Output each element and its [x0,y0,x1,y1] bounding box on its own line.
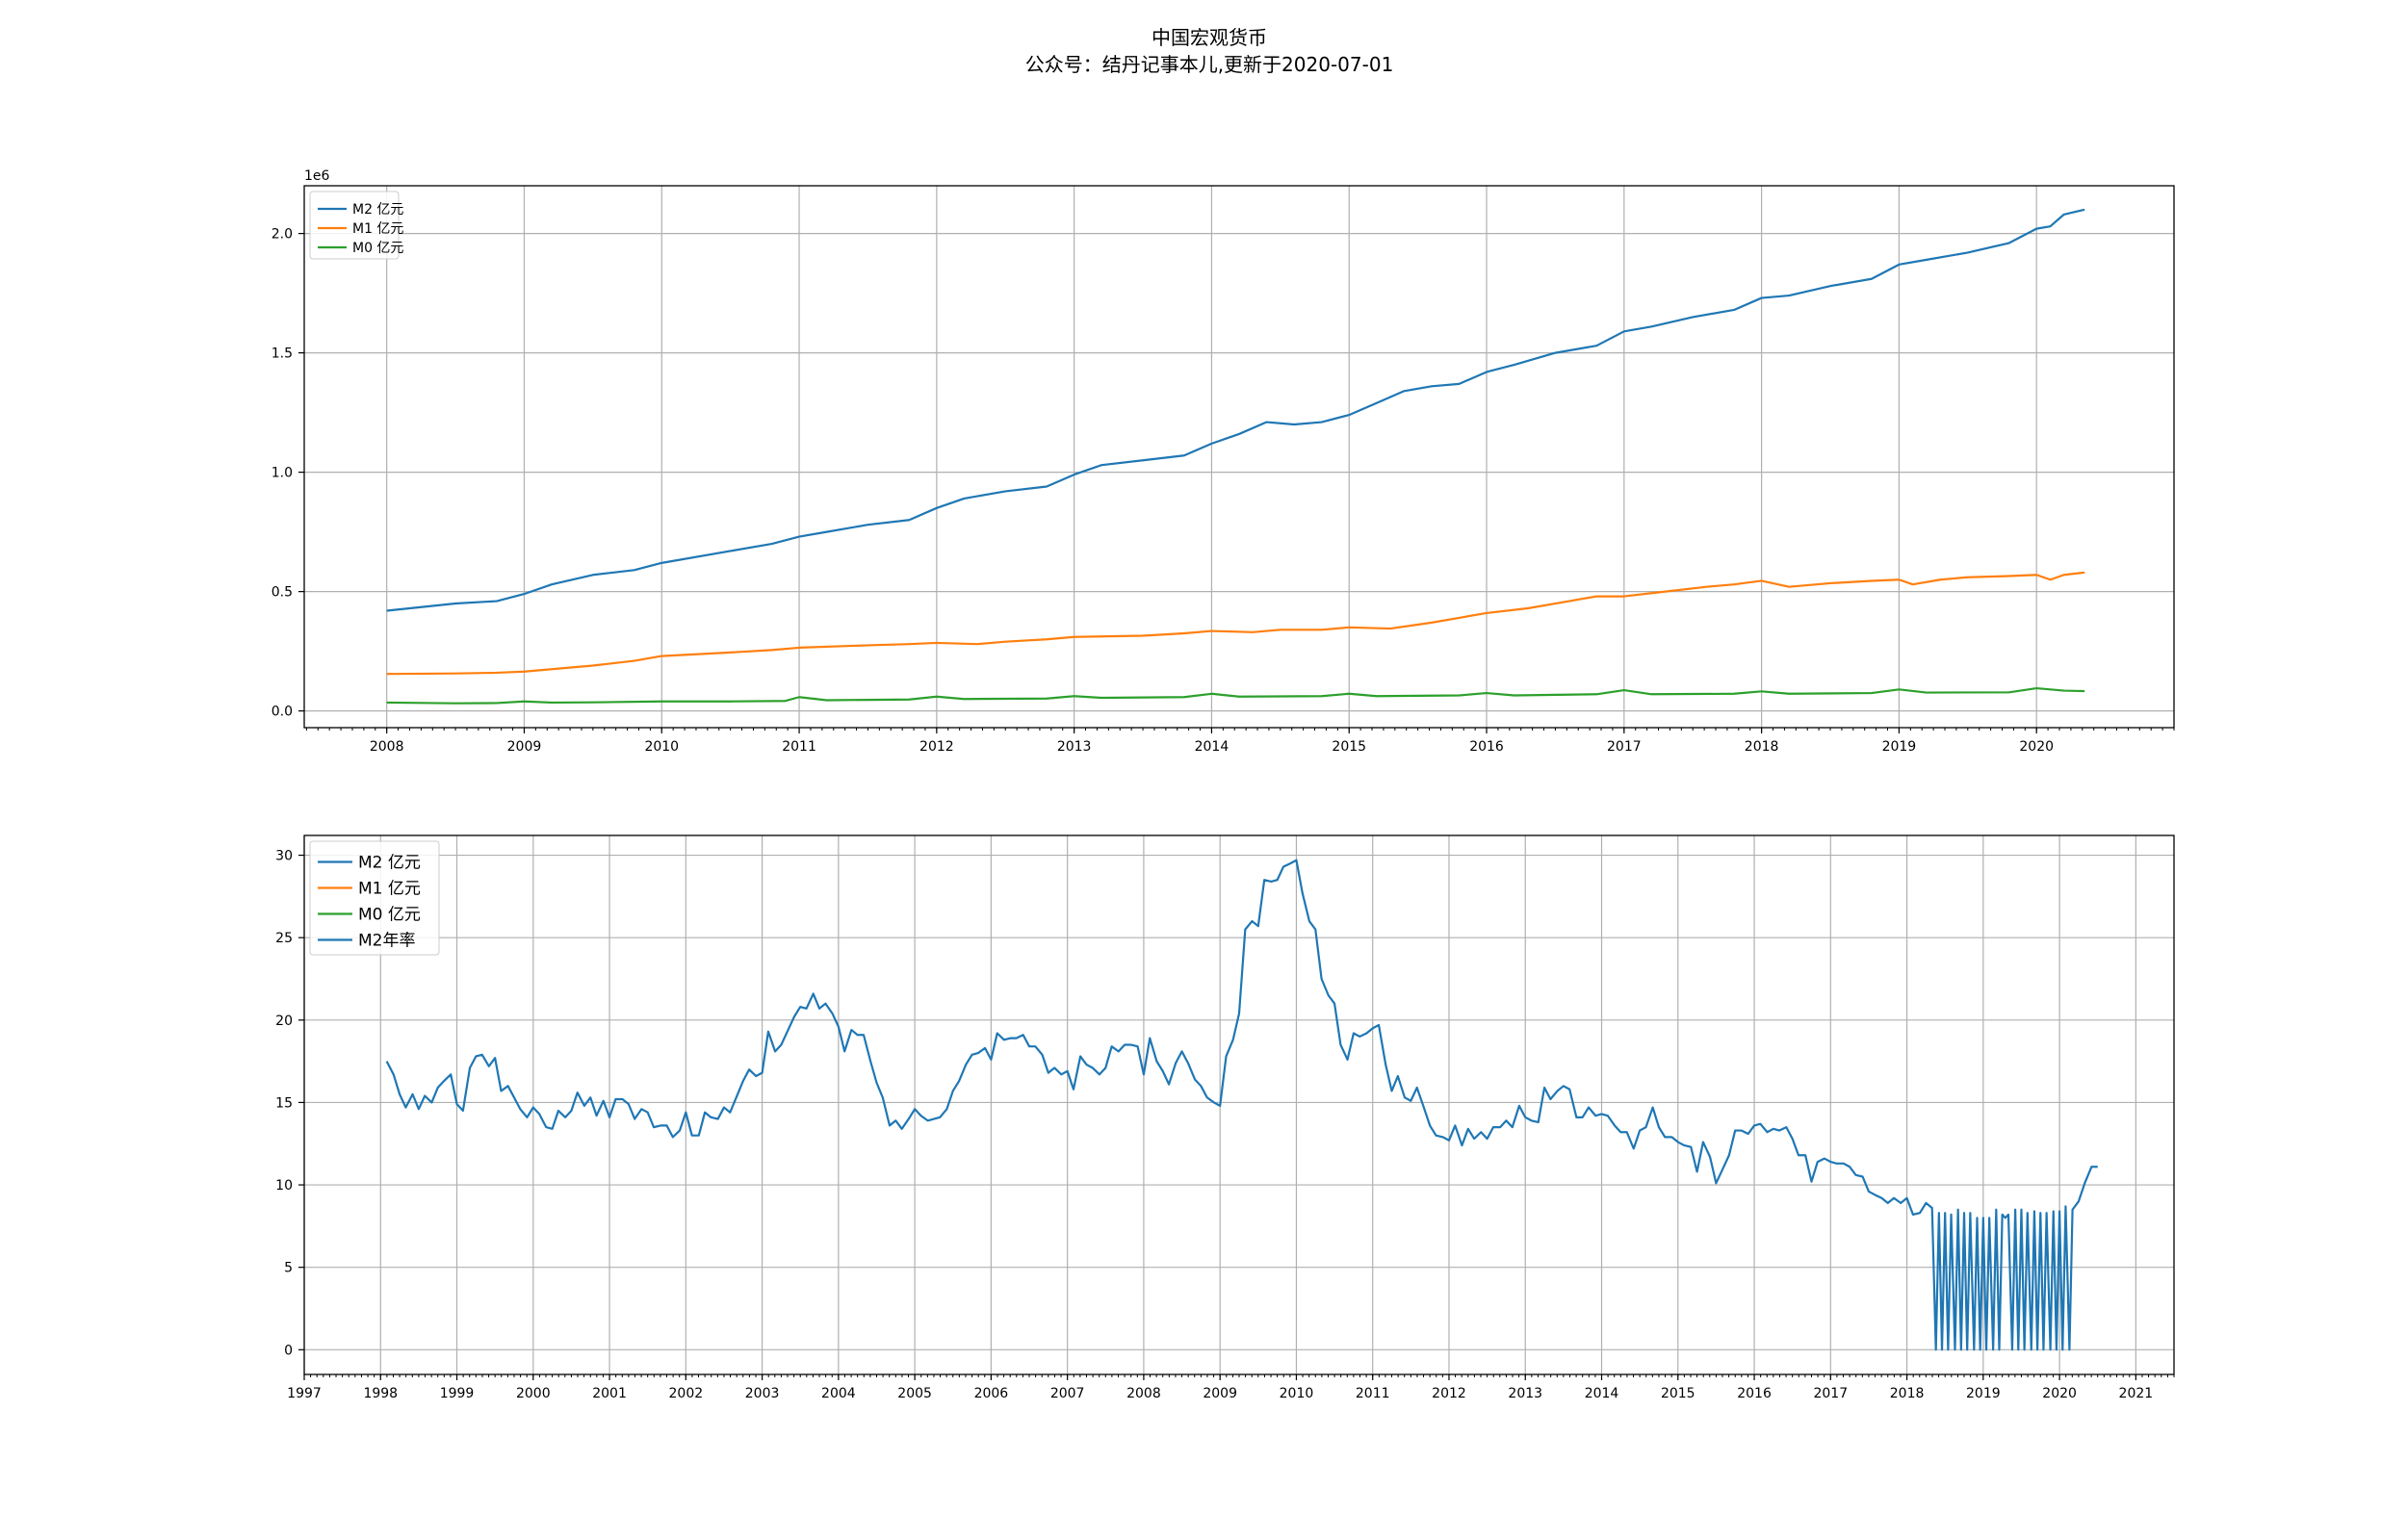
x-tick-label: 2009 [507,739,542,755]
axes-frame [303,185,2175,729]
legend-label: M1 亿元 [358,880,421,899]
chart-m2-growth: 1997 1998 1999 2000 2001 2002 2003 2004 2005 2006… [275,834,2175,1401]
x-tick-label: 2014 [1195,739,1229,755]
legend-label: M2年率 [358,932,415,951]
x-tick-label: 2001 [592,1386,627,1401]
x-tick-label: 2020 [2019,739,2054,755]
x-tick-label: 2015 [1661,1386,1695,1401]
y-tick-label: 0.5 [272,585,293,601]
x-tick-label: 2014 [1585,1386,1619,1401]
legend-label: M2 亿元 [358,854,421,873]
x-tick-label: 2021 [2119,1386,2154,1401]
y-tick-label: 5 [284,1261,293,1276]
x-tick-label: 2018 [1745,739,1779,755]
axes-frame [303,834,2175,1375]
x-tick-label: 2008 [370,739,404,755]
x-tick-label: 2011 [1356,1386,1390,1401]
figure-title-line2: 公众号：结丹记事本儿,更新于2020-07-01 [1025,53,1394,76]
legend-label: M2 亿元 [352,202,403,218]
x-tick-label: 2018 [1890,1386,1925,1401]
x-tick-label: 2002 [669,1386,704,1401]
x-tick-label: 2019 [1882,739,1917,755]
x-tick-label: 2019 [1966,1386,2001,1401]
x-tick-label: 1999 [440,1386,475,1401]
legend-label: M1 亿元 [352,221,403,237]
figure-title-line1: 中国宏观货币 [1152,26,1267,49]
x-tick-label: 2000 [516,1386,551,1401]
x-tick-label: 2013 [1057,739,1092,755]
x-tick-label: 2010 [1280,1386,1314,1401]
plot-area [304,186,2174,728]
y-tick-label: 20 [275,1014,293,1029]
x-tick-label: 2007 [1050,1386,1085,1401]
y-tick-label: 0 [284,1343,293,1358]
legend-label: M0 亿元 [352,241,403,256]
x-tick-label: 2015 [1332,739,1366,755]
y-tick-label: 0.0 [272,705,293,720]
x-tick-label: 2006 [974,1386,1009,1401]
x-tick-label: 2011 [782,739,816,755]
chart-money-supply: 2008 2009 2010 2011 2012 2013 2014 2015 2016 2017… [272,168,2175,755]
x-tick-label: 1997 [287,1386,322,1401]
series-line [386,208,2085,612]
y-tick-label: 10 [275,1178,293,1194]
series-line [386,571,2085,676]
plot-area [304,835,2174,1374]
x-tick-label: 2016 [1737,1386,1772,1401]
x-tick-label: 2012 [919,739,954,755]
x-tick-label: 2017 [1813,1386,1848,1401]
series-line [385,859,2098,1351]
y-tick-label: 1.0 [272,466,293,481]
y-tick-label: 1.5 [272,346,293,362]
x-tick-label: 2016 [1469,739,1504,755]
y-tick-label: 25 [275,931,293,946]
legend-box [309,840,440,956]
x-tick-label: 2008 [1126,1386,1161,1401]
x-tick-label: 2009 [1203,1386,1237,1401]
x-tick-label: 2010 [644,739,679,755]
y-tick-label: 15 [275,1095,293,1111]
y-tick-label: 2.0 [272,227,293,243]
x-tick-label: 1998 [363,1386,398,1401]
x-tick-label: 2017 [1607,739,1642,755]
y-tick-label: 30 [275,849,293,864]
x-tick-label: 2005 [897,1386,932,1401]
x-tick-label: 2003 [745,1386,780,1401]
y-offset-label: 1e6 [304,168,330,184]
series-line [386,686,2085,705]
x-tick-label: 2012 [1432,1386,1466,1401]
x-tick-label: 2020 [2042,1386,2077,1401]
x-tick-label: 2004 [821,1386,856,1401]
legend-label: M0 亿元 [358,906,421,925]
x-tick-label: 2013 [1508,1386,1542,1401]
